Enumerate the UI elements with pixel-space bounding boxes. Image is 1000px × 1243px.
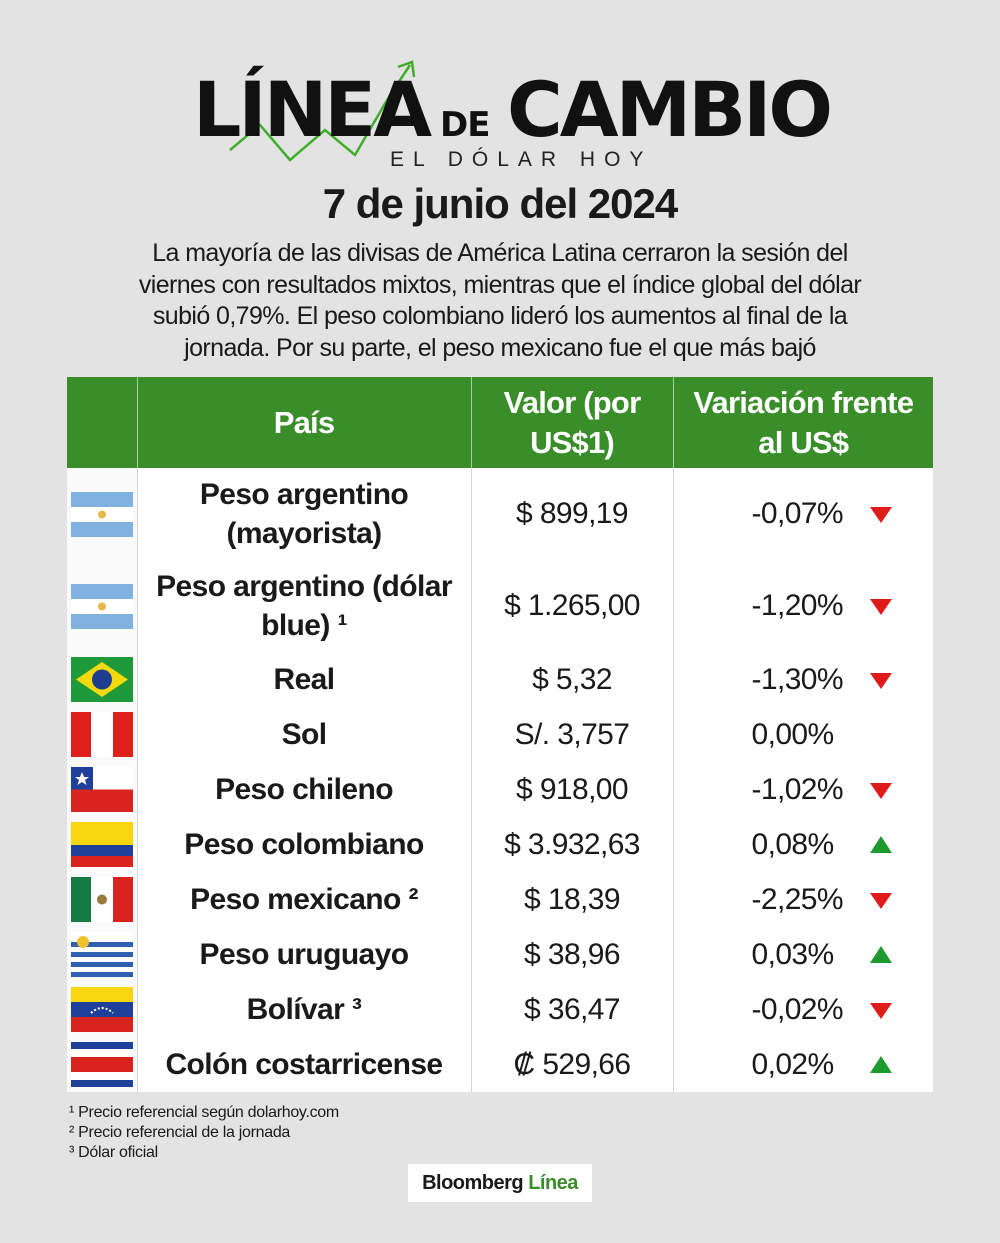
flag	[67, 817, 137, 872]
change-text: 0,03%	[751, 937, 835, 971]
flag-header	[67, 377, 137, 468]
currency: Colón costarricense	[136, 1037, 471, 1092]
value: $ 18,39	[470, 872, 673, 927]
change: -0,02%	[672, 982, 933, 1037]
flag	[67, 707, 137, 762]
flag	[67, 762, 137, 817]
footnote: ¹ Precio referencial según dolarhoy.com	[69, 1104, 339, 1121]
change: 0,08%	[672, 817, 933, 872]
title-mid: DE	[440, 105, 490, 145]
brand-logo: Bloomberg Línea	[408, 1164, 592, 1202]
date: 7 de junio del 2024	[322, 180, 678, 227]
currency: Peso mexicano ²	[136, 872, 471, 927]
change-text: 0,08%	[751, 827, 835, 861]
change-text: -0,07%	[751, 497, 844, 530]
value: $ 899,19	[470, 468, 673, 560]
subtitle: EL DÓLAR HOY	[390, 148, 653, 171]
up-arrow	[869, 1055, 892, 1073]
row: Peso mexicano ² $ 18,39 -2,25%	[67, 872, 933, 927]
up-arrow	[869, 945, 892, 963]
change-text: 0,02%	[751, 1047, 835, 1081]
currency: Peso argentino (mayorista)	[136, 468, 471, 560]
intro: La mayoría de las divisas de América Lat…	[138, 239, 862, 362]
row: Peso chileno $ 918,00 -1,02%	[67, 762, 933, 817]
up-arrow	[869, 835, 892, 853]
column-header: Variación frente al US$	[672, 377, 933, 468]
flag	[67, 468, 137, 560]
currency: Bolívar ³	[136, 982, 471, 1037]
value: $ 38,96	[470, 927, 673, 982]
row: Real $ 5,32 -1,30%	[67, 652, 933, 707]
arrow-decoration	[229, 60, 416, 162]
down-arrow	[869, 1002, 892, 1019]
change: 0,00%	[672, 707, 933, 762]
value: S/. 3,757	[470, 707, 673, 762]
row: Peso argentino (dólar blue) ¹ $ 1.265,00…	[67, 560, 933, 652]
row: Bolívar ³ $ 36,47 -0,02%	[67, 982, 933, 1037]
row: Peso argentino (mayorista) $ 899,19 -0,0…	[67, 468, 933, 560]
value: $ 5,32	[470, 652, 673, 707]
change-text: 0,00%	[751, 717, 835, 751]
change: -1,02%	[672, 762, 933, 817]
footnote: ² Precio referencial de la jornada	[69, 1124, 291, 1141]
title-left: LÍNEA	[193, 65, 432, 154]
rates-table: País Valor (por US$1) Variación frente a…	[67, 377, 933, 1092]
change-text: -1,20%	[751, 589, 844, 622]
footnote: ³ Dólar oficial	[69, 1144, 158, 1161]
footnotes: ¹ Precio referencial según dolarhoy.com …	[69, 1103, 339, 1163]
currency: Peso colombiano	[136, 817, 471, 872]
currency: Peso argentino (dólar blue) ¹	[136, 560, 471, 652]
row: Colón costarricense ₡ 529,66 0,02%	[67, 1037, 933, 1092]
change-text: -2,25%	[751, 882, 844, 916]
brand: Bloomberg	[422, 1172, 524, 1194]
currency: Peso chileno	[136, 762, 471, 817]
brand-accent: Línea	[528, 1172, 578, 1194]
change: 0,03%	[672, 927, 933, 982]
change: -0,07%	[672, 468, 933, 560]
column-header: Valor (por US$1)	[470, 377, 673, 468]
change-text: -0,02%	[751, 992, 844, 1026]
column-header: País	[136, 377, 471, 468]
value: ₡ 529,66	[470, 1037, 673, 1092]
value: $ 3.932,63	[470, 817, 673, 872]
value: $ 36,47	[470, 982, 673, 1037]
down-arrow	[869, 507, 892, 523]
flag	[67, 1037, 137, 1092]
down-arrow	[869, 672, 892, 689]
title-right: CAMBIO	[507, 65, 833, 154]
row: Sol S/. 3,757 0,00%	[67, 707, 933, 762]
change-text: -1,02%	[751, 772, 844, 806]
row: Peso colombiano $ 3.932,63 0,08%	[67, 817, 933, 872]
value: $ 1.265,00	[470, 560, 673, 652]
change: -1,30%	[672, 652, 933, 707]
down-arrow	[869, 599, 892, 615]
flag	[67, 652, 137, 707]
currency: Real	[136, 652, 471, 707]
flag	[67, 872, 137, 927]
down-arrow	[869, 892, 892, 909]
change-text: -1,30%	[751, 662, 844, 696]
value: $ 918,00	[470, 762, 673, 817]
flag	[67, 560, 137, 652]
flag	[67, 927, 137, 982]
currency: Peso uruguayo	[136, 927, 471, 982]
masthead: LÍNEA DE CAMBIO	[0, 55, 1000, 175]
currency: Sol	[136, 707, 471, 762]
change: -2,25%	[672, 872, 933, 927]
row: Peso uruguayo $ 38,96 0,03%	[67, 927, 933, 982]
header-row: País Valor (por US$1) Variación frente a…	[67, 377, 933, 468]
change: -1,20%	[672, 560, 933, 652]
flag	[67, 982, 137, 1037]
change: 0,02%	[672, 1037, 933, 1092]
down-arrow	[869, 782, 892, 799]
